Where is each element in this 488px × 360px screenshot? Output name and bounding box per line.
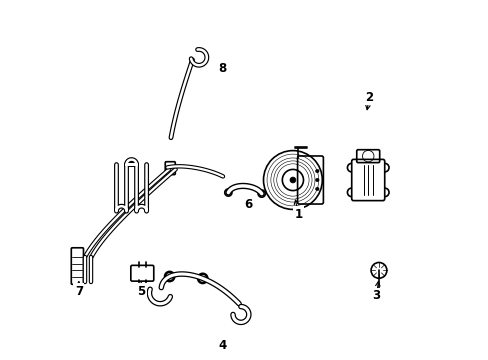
Text: 4: 4: [218, 339, 226, 352]
Text: 8: 8: [218, 62, 226, 75]
Text: 6: 6: [244, 198, 252, 211]
Circle shape: [315, 169, 319, 173]
Text: 2: 2: [365, 91, 373, 104]
Circle shape: [289, 177, 295, 183]
Text: 1: 1: [294, 208, 302, 221]
Circle shape: [315, 178, 319, 182]
Circle shape: [315, 187, 319, 191]
Text: 7: 7: [75, 285, 82, 298]
Text: 5: 5: [137, 285, 145, 298]
Text: 3: 3: [372, 289, 380, 302]
